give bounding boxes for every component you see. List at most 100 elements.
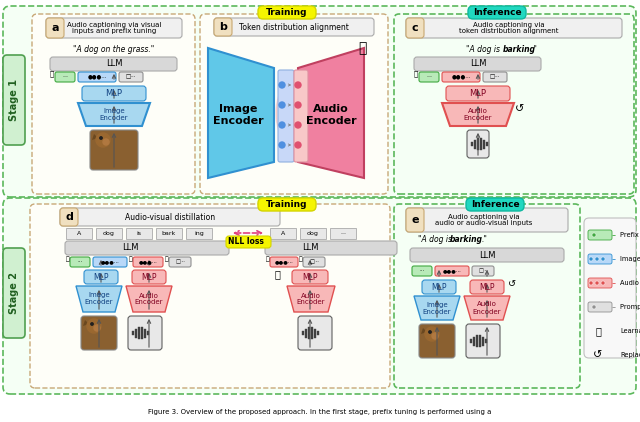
FancyBboxPatch shape xyxy=(133,257,163,267)
Bar xyxy=(317,331,319,335)
Text: Audio tokens: Audio tokens xyxy=(620,280,640,286)
Text: Stage 1: Stage 1 xyxy=(9,79,19,121)
Circle shape xyxy=(100,137,102,139)
Text: Inference: Inference xyxy=(473,8,522,17)
FancyBboxPatch shape xyxy=(406,18,622,38)
Text: □···: □··· xyxy=(490,75,500,79)
FancyBboxPatch shape xyxy=(46,18,64,38)
Polygon shape xyxy=(83,320,89,326)
Text: MLP: MLP xyxy=(470,89,486,98)
Circle shape xyxy=(595,257,599,261)
FancyBboxPatch shape xyxy=(214,18,374,36)
Bar xyxy=(300,228,326,239)
FancyBboxPatch shape xyxy=(119,72,143,82)
Circle shape xyxy=(279,122,285,128)
Bar xyxy=(471,142,472,146)
Polygon shape xyxy=(298,48,364,178)
Text: c: c xyxy=(412,23,419,33)
Text: dog: dog xyxy=(103,231,115,236)
Text: Prefix tokens: Prefix tokens xyxy=(620,232,640,238)
Bar xyxy=(132,331,134,335)
FancyBboxPatch shape xyxy=(258,198,316,211)
FancyBboxPatch shape xyxy=(82,86,146,101)
FancyBboxPatch shape xyxy=(90,130,138,170)
Bar xyxy=(96,228,122,239)
Bar xyxy=(305,328,307,338)
Text: LLM: LLM xyxy=(106,60,122,68)
Text: □···: □··· xyxy=(309,260,319,265)
Text: 🔥: 🔥 xyxy=(50,71,54,77)
Text: 🔥: 🔥 xyxy=(266,256,270,262)
Circle shape xyxy=(589,281,593,285)
Text: NLL loss: NLL loss xyxy=(228,238,264,246)
FancyBboxPatch shape xyxy=(30,204,390,388)
Bar xyxy=(470,339,472,343)
Bar xyxy=(135,328,136,338)
Circle shape xyxy=(279,142,285,148)
FancyBboxPatch shape xyxy=(406,208,568,232)
FancyBboxPatch shape xyxy=(3,55,25,145)
Polygon shape xyxy=(92,134,98,140)
Circle shape xyxy=(91,323,93,325)
Text: barking: barking xyxy=(449,235,483,244)
FancyBboxPatch shape xyxy=(435,266,469,276)
Text: LLM: LLM xyxy=(301,243,318,252)
FancyBboxPatch shape xyxy=(422,280,456,294)
Text: LLM: LLM xyxy=(479,251,495,260)
Text: ↺: ↺ xyxy=(508,279,516,289)
FancyBboxPatch shape xyxy=(3,248,25,338)
Text: ●●●···: ●●●··· xyxy=(443,268,461,273)
FancyBboxPatch shape xyxy=(298,316,332,350)
FancyBboxPatch shape xyxy=(419,324,455,358)
Bar xyxy=(482,336,483,346)
FancyBboxPatch shape xyxy=(419,72,439,82)
Text: ↺: ↺ xyxy=(593,350,603,360)
Bar xyxy=(476,335,477,347)
FancyBboxPatch shape xyxy=(200,14,388,194)
Bar xyxy=(186,228,212,239)
Polygon shape xyxy=(208,48,274,178)
Bar xyxy=(330,228,356,239)
Polygon shape xyxy=(442,103,514,126)
FancyBboxPatch shape xyxy=(60,208,280,226)
Text: 🔥: 🔥 xyxy=(274,269,280,279)
Polygon shape xyxy=(414,296,460,320)
FancyBboxPatch shape xyxy=(472,266,494,276)
Text: Audio-visual distillation: Audio-visual distillation xyxy=(125,213,215,222)
Text: MLP: MLP xyxy=(431,282,447,292)
Bar xyxy=(126,228,152,239)
Text: Audio captioning via
token distribution alignment: Audio captioning via token distribution … xyxy=(460,22,559,35)
Text: ···: ··· xyxy=(419,268,424,273)
Text: MLP: MLP xyxy=(106,89,122,98)
Text: Audio
Encoder: Audio Encoder xyxy=(306,104,356,126)
Text: dog: dog xyxy=(307,231,319,236)
Text: □···: □··· xyxy=(478,268,488,273)
FancyBboxPatch shape xyxy=(55,72,75,82)
Text: 🔥: 🔥 xyxy=(358,41,366,55)
FancyBboxPatch shape xyxy=(128,316,162,350)
Circle shape xyxy=(432,333,438,339)
Text: Replace: Replace xyxy=(620,352,640,358)
Bar xyxy=(314,328,316,338)
FancyBboxPatch shape xyxy=(470,280,504,294)
FancyBboxPatch shape xyxy=(258,6,316,19)
Circle shape xyxy=(295,122,301,128)
Text: 🔥: 🔥 xyxy=(165,256,169,262)
FancyBboxPatch shape xyxy=(410,248,564,262)
Text: a: a xyxy=(51,23,59,33)
Bar xyxy=(66,228,92,239)
Text: ●●●···: ●●●··· xyxy=(451,75,471,79)
FancyBboxPatch shape xyxy=(466,198,524,211)
Text: Audio
Encoder: Audio Encoder xyxy=(297,292,325,306)
Text: ···: ··· xyxy=(77,260,83,265)
Text: Training: Training xyxy=(266,8,308,17)
Text: Audio captioning via visual
inputs and prefix tuning: Audio captioning via visual inputs and p… xyxy=(67,22,161,35)
Bar xyxy=(141,327,143,339)
Text: Image
Encoder: Image Encoder xyxy=(100,108,128,121)
Text: Prompt tokens: Prompt tokens xyxy=(620,304,640,310)
Text: □···: □··· xyxy=(125,75,136,79)
Circle shape xyxy=(592,305,596,309)
Circle shape xyxy=(295,82,301,88)
Bar xyxy=(486,142,488,146)
Text: ↺: ↺ xyxy=(515,104,525,114)
